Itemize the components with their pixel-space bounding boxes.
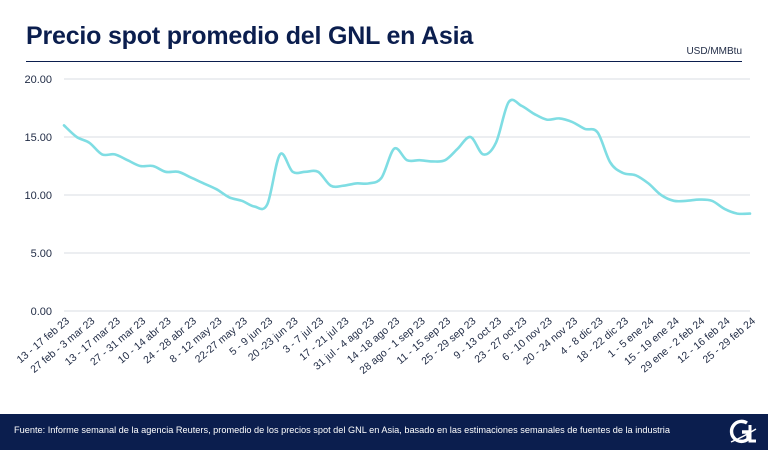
unit-label: USD/MMBtu <box>686 46 742 57</box>
title-divider <box>26 61 742 62</box>
line-chart: 0.00 5.00 10.00 15.00 20.00 13 - 17 feb 2327… <box>15 74 758 377</box>
chart-title: Precio spot promedio del GNL en Asia <box>26 22 474 50</box>
y-tick-label: 20.00 <box>24 74 52 86</box>
footer-bar: Fuente: Informe semanal de la agencia Re… <box>0 414 768 450</box>
grid-lines <box>64 78 750 312</box>
series-layer <box>62 98 752 216</box>
y-tick-label: 0.00 <box>31 306 52 318</box>
gnl-global-logo <box>729 419 757 444</box>
y-tick-label: 10.00 <box>24 190 52 202</box>
y-tick-label: 15.00 <box>24 132 52 144</box>
source-note: Fuente: Informe semanal de la agencia Re… <box>14 425 670 435</box>
y-axis-ticks: 0.00 5.00 10.00 15.00 20.00 <box>24 74 52 318</box>
price-series-line <box>62 98 752 216</box>
y-tick-label: 5.00 <box>31 248 52 260</box>
